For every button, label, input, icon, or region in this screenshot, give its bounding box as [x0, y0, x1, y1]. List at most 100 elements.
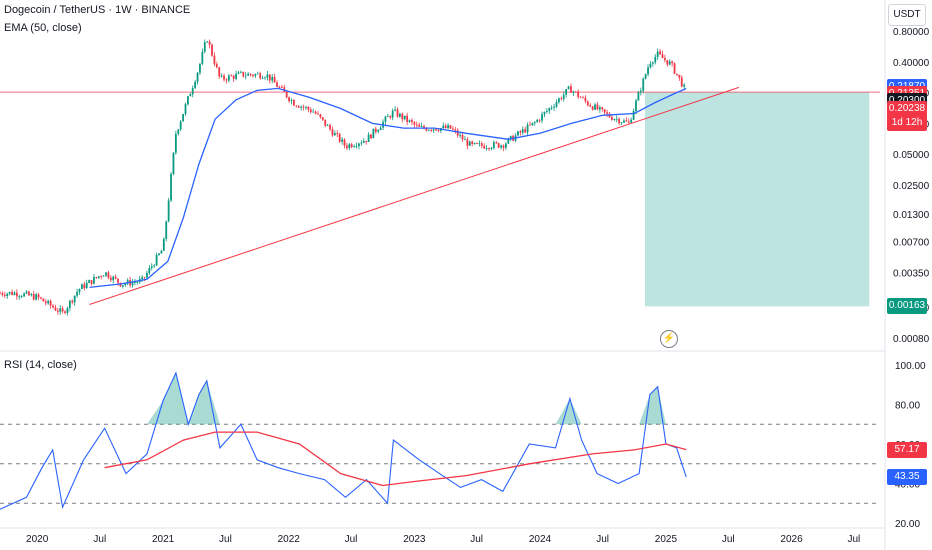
candle-body — [232, 75, 235, 79]
candle-body — [365, 140, 368, 142]
candle-body — [464, 139, 466, 141]
price-tick-label: 0.00350 — [893, 268, 930, 279]
candle-body — [211, 44, 213, 56]
candle-body — [459, 134, 462, 136]
candle-body — [545, 110, 548, 112]
candle-body — [208, 41, 211, 45]
candle-body — [406, 115, 409, 122]
candle-body — [582, 97, 584, 99]
candle-body — [112, 276, 115, 281]
candle-body — [579, 96, 582, 98]
candle-body — [47, 300, 50, 304]
ema-indicator-label[interactable]: EMA (50, close) — [4, 22, 82, 34]
candle-body — [668, 61, 671, 65]
candle-body — [526, 124, 529, 133]
candle-body — [165, 221, 168, 239]
time-tick-label: Jul — [219, 534, 232, 545]
candle-body — [259, 73, 262, 79]
price-tick-label: 0.40000 — [893, 58, 930, 69]
candle-body — [615, 118, 618, 120]
candle-body — [88, 280, 91, 283]
candle-body — [20, 296, 23, 298]
candle-body — [189, 94, 192, 97]
candle-body — [637, 92, 640, 101]
candle-body — [321, 117, 324, 120]
candle-body — [550, 107, 553, 109]
price-tag-last: 0.20238 — [887, 101, 927, 118]
price-tick-label: 0.00700 — [893, 238, 930, 249]
candle-body — [355, 146, 358, 147]
candle-body — [570, 86, 572, 93]
symbol-title[interactable]: Dogecoin / TetherUS · 1W · BINANCE — [4, 4, 191, 16]
candle-body — [25, 291, 28, 294]
candle-body — [134, 282, 136, 283]
candle-body — [319, 114, 322, 118]
candle-body — [203, 42, 206, 52]
candle-body — [35, 294, 38, 300]
candle-body — [326, 125, 329, 126]
candle-body — [683, 84, 686, 87]
candle-body — [196, 72, 199, 82]
candle-body — [136, 282, 139, 283]
candle-body — [249, 73, 252, 75]
candle-body — [553, 106, 555, 108]
candle-body — [153, 265, 156, 267]
price-tick-label: 0.00080 — [893, 334, 930, 345]
candle-body — [194, 81, 197, 89]
candle-body — [589, 105, 592, 107]
target-zone — [644, 92, 870, 307]
candle-body — [565, 89, 568, 95]
candle-body — [391, 110, 394, 118]
candle-body — [473, 142, 476, 145]
candle-body — [418, 124, 421, 127]
candle-body — [105, 272, 107, 276]
time-tick-label: Jul — [345, 534, 358, 545]
candle-body — [613, 118, 616, 120]
candle-body — [420, 126, 423, 127]
price-tag-target: 0.00163 — [887, 298, 927, 315]
candle-body — [346, 145, 348, 149]
candle-body — [179, 121, 182, 130]
time-tick-label: 2020 — [26, 534, 49, 545]
candle-body — [254, 74, 257, 76]
candle-body — [143, 277, 146, 279]
candle-body — [596, 104, 599, 110]
candle-body — [533, 122, 536, 123]
price-tag-countdown: 1d 12h — [887, 115, 927, 132]
candle-body — [425, 128, 428, 131]
candle-body — [184, 104, 187, 114]
lightning-icon[interactable]: ⚡ — [660, 330, 678, 348]
rsi-tick-label: 100.00 — [895, 361, 926, 372]
candle-body — [124, 283, 127, 286]
candle-body — [521, 129, 524, 133]
candle-body — [403, 115, 406, 120]
candle-body — [97, 276, 100, 278]
candle-body — [85, 282, 88, 289]
candle-body — [524, 129, 527, 133]
candle-body — [172, 152, 175, 174]
candle-body — [362, 140, 365, 143]
candle-body — [42, 298, 45, 302]
candle-body — [102, 275, 105, 277]
candle-body — [93, 276, 95, 284]
time-tick-label: Jul — [596, 534, 609, 545]
candle-body — [483, 145, 486, 149]
candle-body — [423, 126, 425, 129]
candle-body — [603, 109, 606, 113]
candle-body — [223, 75, 225, 80]
candle-body — [293, 100, 295, 106]
time-tick-label: Jul — [93, 534, 106, 545]
candle-body — [52, 305, 54, 308]
candle-body — [201, 51, 204, 64]
candles — [0, 39, 686, 316]
currency-button[interactable]: USDT — [888, 4, 926, 26]
trendline — [89, 86, 740, 305]
candle-body — [396, 109, 399, 117]
ema-line — [89, 87, 687, 289]
rsi-indicator-label[interactable]: RSI (14, close) — [4, 359, 77, 371]
candle-body — [560, 98, 563, 100]
candle-body — [623, 120, 625, 123]
candle-body — [162, 238, 165, 251]
candle-body — [502, 145, 505, 148]
